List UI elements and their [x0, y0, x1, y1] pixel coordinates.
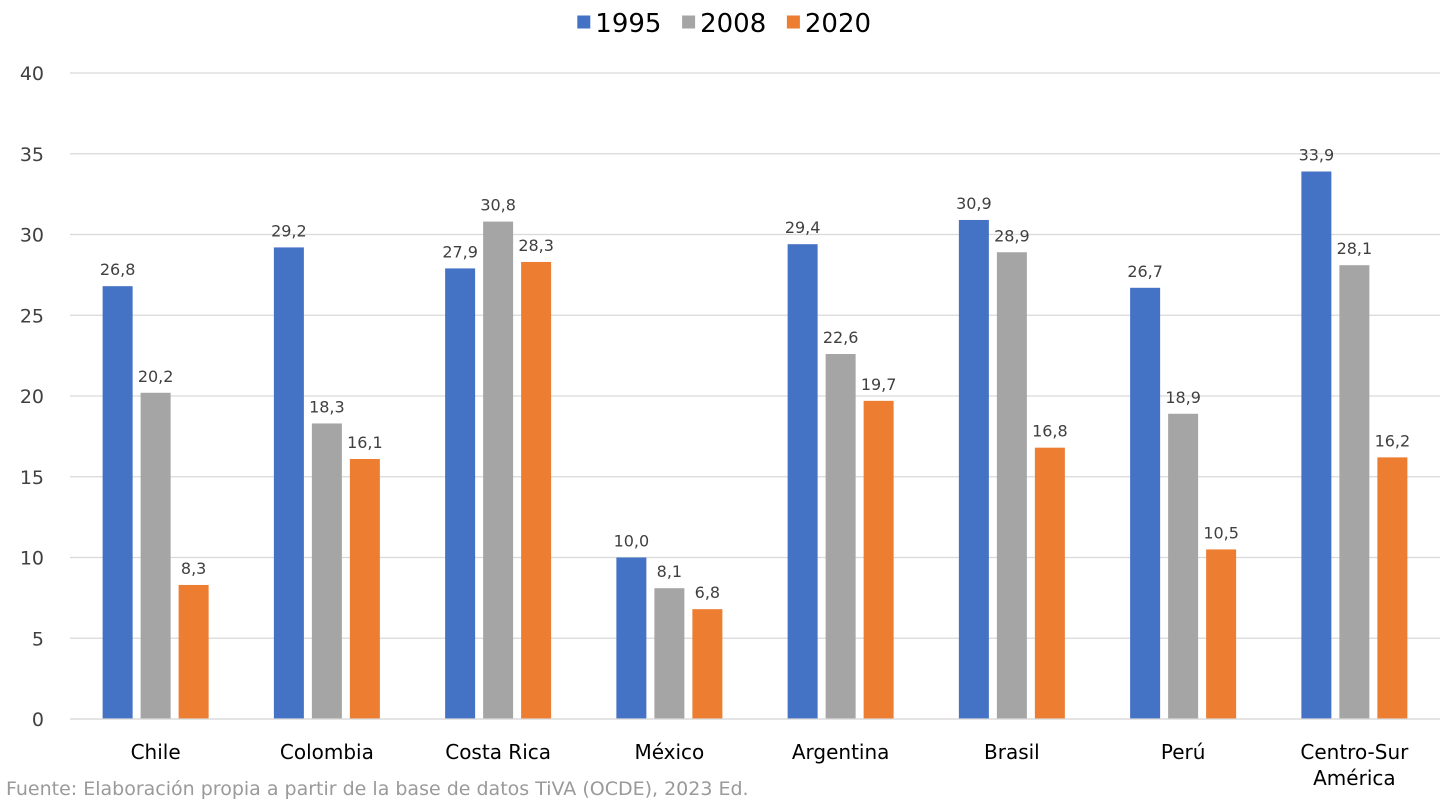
data-label: 10,5: [1203, 523, 1239, 542]
bar: [654, 588, 685, 719]
y-tick-label: 15: [20, 467, 44, 489]
bar: [1377, 457, 1408, 719]
bar: [273, 247, 304, 720]
data-label: 30,9: [956, 194, 992, 213]
data-label: 16,2: [1375, 431, 1411, 450]
y-tick-label: 5: [32, 628, 44, 650]
source-note: Fuente: Elaboración propia a partir de l…: [6, 778, 749, 800]
y-tick-label: 25: [20, 305, 44, 327]
bar: [787, 244, 818, 719]
legend-label: 2008: [700, 9, 766, 39]
bar: [483, 221, 514, 719]
bar: [996, 252, 1027, 719]
bar: [1168, 413, 1199, 719]
legend-swatch: [786, 15, 800, 29]
bar: [863, 400, 894, 719]
legend-label: 2020: [805, 9, 871, 39]
data-label: 20,2: [138, 367, 174, 386]
data-label: 19,7: [861, 375, 897, 394]
x-tick-label: México: [634, 740, 704, 764]
bar: [1339, 265, 1370, 719]
bar: [1301, 171, 1332, 719]
data-label: 28,1: [1337, 239, 1373, 258]
x-tick-label: Chile: [131, 740, 181, 764]
bar: [958, 219, 989, 719]
bar: [178, 584, 209, 719]
data-label: 22,6: [823, 328, 859, 347]
data-label: 18,3: [309, 397, 345, 416]
x-tick-label: Perú: [1161, 740, 1206, 764]
y-tick-label: 0: [32, 709, 44, 731]
bar: [140, 392, 171, 719]
data-label: 28,3: [518, 236, 554, 255]
data-label: 29,4: [785, 218, 821, 237]
bar: [1130, 287, 1161, 719]
bar: [102, 286, 133, 719]
bar: [825, 354, 856, 719]
data-label: 16,1: [347, 433, 383, 452]
y-tick-label: 20: [20, 386, 44, 408]
y-tick-label: 10: [20, 548, 44, 570]
y-tick-label: 35: [20, 144, 44, 166]
y-tick-label: 30: [20, 225, 44, 247]
x-tick-label: Colombia: [280, 740, 374, 764]
data-label: 29,2: [271, 221, 307, 240]
y-tick-label: 40: [20, 63, 44, 85]
data-label: 33,9: [1299, 146, 1335, 165]
x-tick-label: Brasil: [984, 740, 1040, 764]
data-label: 8,3: [181, 559, 206, 578]
data-label: 10,0: [614, 532, 650, 551]
data-label: 30,8: [480, 196, 516, 215]
bar: [311, 423, 342, 719]
data-label: 16,8: [1032, 422, 1068, 441]
data-label: 27,9: [442, 242, 478, 261]
x-tick-label: América: [1313, 766, 1396, 790]
data-label: 6,8: [695, 583, 720, 602]
data-label: 26,7: [1127, 262, 1163, 281]
bar: [692, 609, 723, 719]
bar: [1034, 447, 1065, 719]
legend-swatch: [682, 15, 696, 29]
bar: [445, 268, 476, 719]
bar: [616, 557, 647, 719]
x-tick-label: Costa Rica: [445, 740, 551, 764]
data-label: 8,1: [657, 562, 682, 581]
x-tick-label: Centro-Sur: [1300, 740, 1409, 764]
legend-label: 1995: [595, 9, 661, 39]
legend-swatch: [577, 15, 591, 29]
x-tick-label: Argentina: [792, 740, 890, 764]
data-label: 26,8: [100, 260, 136, 279]
bar: [1206, 549, 1237, 719]
data-label: 28,9: [994, 226, 1030, 245]
data-label: 18,9: [1165, 388, 1201, 407]
bar: [521, 261, 552, 719]
bar: [349, 458, 380, 719]
